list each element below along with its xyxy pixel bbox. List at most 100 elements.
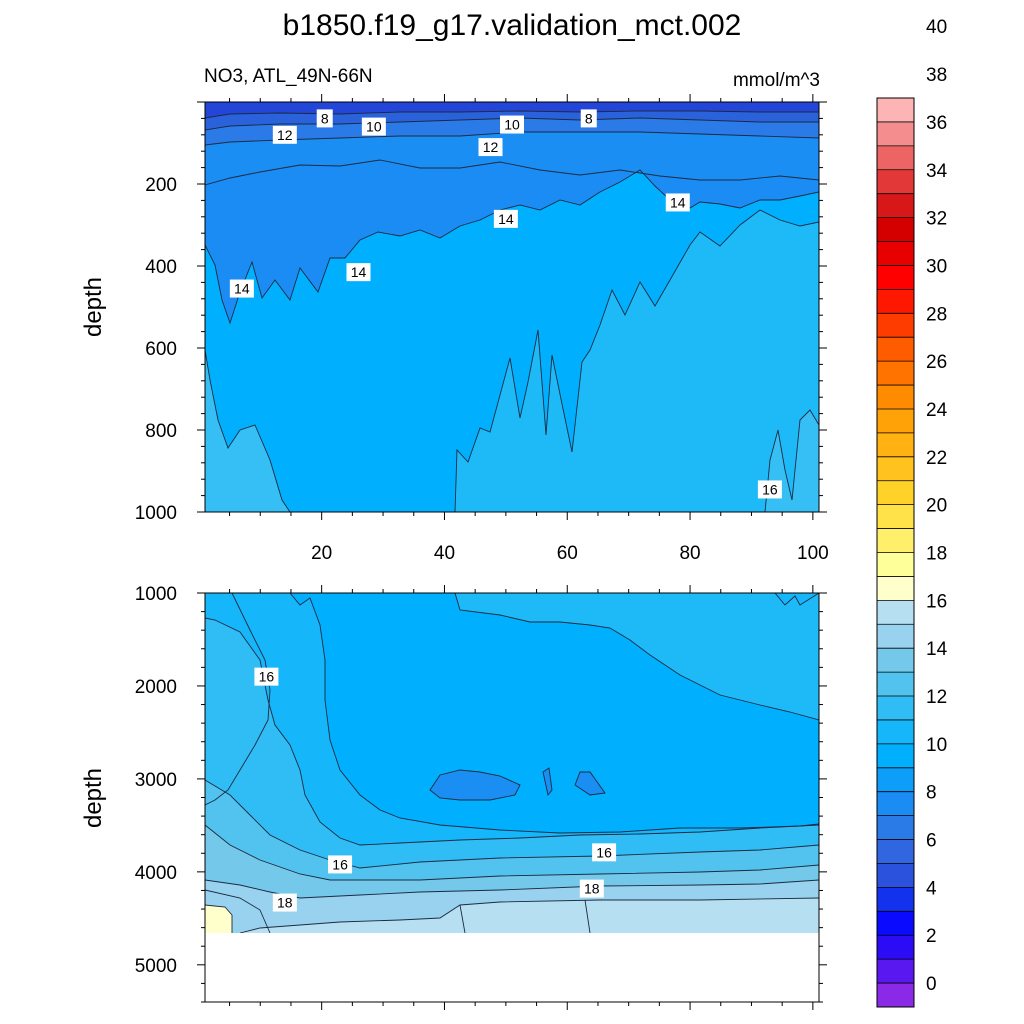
contour-line (764, 409, 819, 512)
contour-label-box (346, 263, 371, 282)
units-label: mmol/m^3 (733, 70, 820, 91)
chart-title: b1850.f19_g17.validation_mct.002 (283, 9, 742, 42)
colorbar-swatch (877, 672, 914, 697)
contour-label: 16 (259, 669, 275, 685)
lower-panel: 16 16 16 18 18 1000 2000 3000 4000 5000 depth (80, 584, 827, 1010)
colorbar-swatch (877, 337, 914, 362)
x-tick-label: 40 (434, 543, 455, 564)
contour-fill (232, 593, 819, 833)
contour-fill (455, 210, 819, 512)
contour-line (584, 899, 591, 934)
x-tick-label: 80 (679, 543, 700, 564)
colorbar-swatch (877, 289, 914, 314)
contour-label: 16 (762, 481, 778, 497)
upper-y-axis-label: depth (80, 277, 107, 337)
contour-line (205, 131, 819, 146)
colorbar-label: 4 (926, 878, 937, 899)
contour-line (205, 110, 819, 119)
contour-lines (205, 593, 819, 934)
contour-line (542, 767, 553, 797)
contour-label: 10 (366, 119, 382, 135)
y-tick-label: 5000 (135, 956, 177, 977)
colorbar-swatch (877, 432, 914, 458)
colorbar-swatch (877, 385, 914, 410)
contour-label-box (580, 109, 597, 128)
contour-label: 18 (584, 881, 600, 897)
colorbar-swatch (877, 456, 914, 482)
contour-line (205, 349, 291, 512)
colorbar-swatch (877, 217, 914, 242)
contour-label: 14 (351, 264, 367, 280)
colorbar-label: 28 (926, 304, 947, 325)
y-tick-label: 3000 (135, 770, 177, 791)
colorbar-swatch (877, 791, 914, 817)
colorbar-label: 30 (926, 256, 947, 277)
colorbar-swatch (877, 361, 914, 386)
colorbar: 0246810121416182022242628303234363840424… (876, 17, 948, 1008)
contour-label: 8 (321, 110, 329, 126)
upper-axes: 200 400 600 800 1000 20 40 60 80 100 (135, 94, 829, 564)
colorbar-label: 8 (926, 783, 937, 804)
colorbar-frame (876, 97, 915, 1008)
contour-line (429, 769, 521, 801)
contour-label-box (757, 480, 782, 499)
colorbar-swatch (877, 600, 914, 625)
colorbar-swatch (877, 719, 914, 745)
colorbar-label: 26 (926, 352, 947, 373)
colorbar-label: 20 (926, 496, 947, 517)
contour-line (459, 904, 466, 934)
y-tick-label: 600 (145, 339, 177, 360)
colorbar-swatch (877, 863, 914, 888)
variable-label: NO3, ATL_49N-66N (204, 66, 373, 87)
x-tick-label: 20 (311, 543, 332, 564)
contour-line (454, 209, 819, 512)
colorbar-swatch (877, 504, 914, 529)
colorbar-label: 22 (926, 448, 947, 469)
contour-label: 10 (504, 117, 520, 133)
y-tick-label: 800 (145, 421, 177, 442)
colorbar-swatch (877, 241, 914, 266)
lower-contour-fills (205, 593, 819, 1002)
contour-label-box (254, 667, 279, 686)
contour-label-box (316, 109, 333, 128)
contour-label: 16 (596, 844, 612, 860)
y-tick-label: 200 (145, 175, 177, 196)
colorbar-label: 2 (926, 926, 937, 947)
contour-label-box (579, 879, 604, 898)
lower-contour-labels: 16 16 16 18 18 (254, 667, 617, 912)
contour-label-box (272, 125, 297, 144)
colorbar-label: 18 (926, 544, 947, 565)
y-tick-label: 4000 (135, 863, 177, 884)
colorbar-swatch (877, 767, 914, 793)
colorbar-swatch (877, 743, 914, 769)
colorbar-swatch (877, 959, 914, 984)
contour-label: 12 (483, 139, 499, 155)
contour-label: 16 (332, 856, 348, 872)
x-tick-label: 100 (797, 543, 829, 564)
contour-fill (455, 593, 819, 720)
contour-fill (205, 905, 232, 933)
y-tick-label: 1000 (135, 503, 177, 524)
colorbar-swatch (877, 528, 914, 553)
colorbar-label: 10 (926, 735, 947, 756)
colorbar-swatch (877, 169, 914, 195)
colorbar-swatch (877, 576, 914, 601)
y-tick-label: 400 (145, 257, 177, 278)
colorbar-label: 16 (926, 591, 947, 612)
contour-line (205, 889, 271, 934)
contour-line (205, 593, 271, 806)
contour-label: 12 (277, 127, 293, 143)
contour-lines (205, 110, 819, 512)
missing-data-region (205, 933, 819, 1002)
contour-label: 14 (234, 281, 250, 297)
lower-y-axis-label: depth (80, 768, 107, 828)
colorbar-swatch (877, 839, 914, 864)
contour-line (774, 593, 819, 606)
colorbar-label: 32 (926, 209, 947, 230)
y-tick-label: 1000 (135, 584, 177, 605)
colorbar-label: 36 (926, 113, 947, 134)
contour-label-box (229, 279, 254, 298)
contour-fill (430, 770, 520, 800)
colorbar-label: 12 (926, 687, 947, 708)
